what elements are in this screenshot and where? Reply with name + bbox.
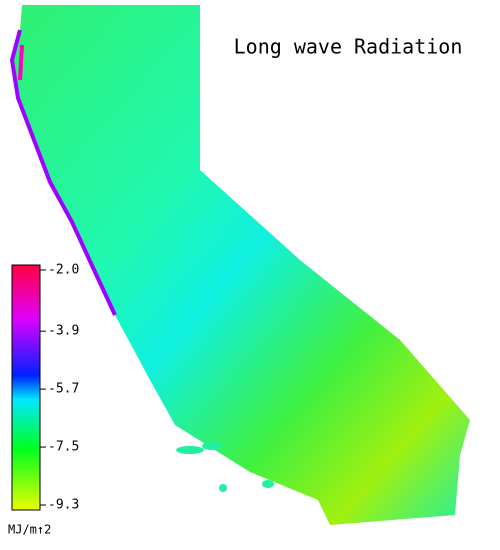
map-title: Long wave Radiation <box>234 35 463 59</box>
colorbar <box>11 264 41 511</box>
california <box>9 5 470 525</box>
colorbar-tick-label: -9.3 <box>48 498 79 513</box>
island <box>262 480 274 488</box>
coast-hot <box>18 44 24 81</box>
island <box>176 446 204 454</box>
island <box>219 484 227 492</box>
colorbar-unit: MJ/m↑2 <box>8 523 51 537</box>
colorbar-tick-label: -3.9 <box>48 324 79 339</box>
island <box>202 442 222 450</box>
colorbar-tick-label: -7.5 <box>48 440 79 455</box>
colorbar-tick-label: -2.0 <box>48 263 79 278</box>
state-shape <box>12 5 470 525</box>
colorbar-ticks: -2.0 -3.9 -5.7 -7.5 -9.3 <box>40 263 79 513</box>
coast <box>9 29 117 316</box>
colorbar-tick-label: -5.7 <box>48 382 79 397</box>
